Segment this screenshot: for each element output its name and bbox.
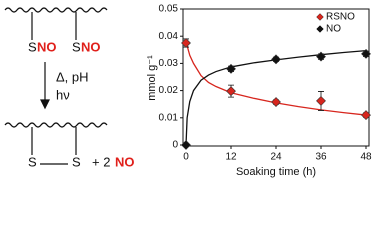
y-tick-label: 0.02 xyxy=(159,85,179,96)
arrowhead xyxy=(40,99,50,110)
data-point xyxy=(226,86,236,97)
fit-line xyxy=(185,49,367,146)
y-axis-label: mmol g⁻¹ xyxy=(146,55,158,101)
scheme xyxy=(4,7,108,165)
y-tick-label: 0.05 xyxy=(159,4,179,15)
scheme-text: S xyxy=(72,39,81,54)
scheme-text: S xyxy=(72,154,81,169)
x-tick-label: 24 xyxy=(270,152,282,163)
scheme-text: S xyxy=(28,154,37,169)
data-point xyxy=(361,110,371,121)
scheme-text: + 2 xyxy=(92,154,110,169)
figure: S NO S NO Δ, pH hν S S + 2 NO Soaking ti… xyxy=(4,4,372,178)
scheme-text: S xyxy=(28,39,37,54)
polymer-bottom xyxy=(4,122,108,128)
scheme-text: hν xyxy=(56,87,70,102)
legend-marker xyxy=(316,25,324,33)
polymer-top xyxy=(4,7,108,13)
data-point xyxy=(271,54,281,65)
y-tick-label: 0.03 xyxy=(159,58,179,69)
scheme-text: NO xyxy=(115,154,135,169)
y-tick-label: 0.04 xyxy=(159,31,179,42)
legend-marker xyxy=(316,13,324,21)
x-tick-label: 48 xyxy=(360,152,372,163)
x-tick-label: 0 xyxy=(183,152,189,163)
data-point xyxy=(271,97,281,107)
y-tick-label: 0 xyxy=(172,140,178,151)
x-axis-label: Soaking time (h) xyxy=(236,166,316,178)
y-tick-label: 0.01 xyxy=(159,112,179,123)
data-point xyxy=(316,96,326,106)
data-point xyxy=(361,48,371,59)
plot-frame xyxy=(182,8,370,147)
x-tick-label: 36 xyxy=(315,152,327,163)
legend-label: NO xyxy=(326,24,341,35)
scheme-text: NO xyxy=(37,39,57,54)
legend-label: RSNO xyxy=(326,12,355,23)
data-point xyxy=(226,63,236,74)
x-tick-label: 12 xyxy=(225,152,237,163)
data-point xyxy=(316,51,326,62)
scheme-text: NO xyxy=(81,39,101,54)
scheme-text: Δ, pH xyxy=(56,69,89,84)
data-point xyxy=(181,140,191,150)
data-point xyxy=(181,38,191,48)
